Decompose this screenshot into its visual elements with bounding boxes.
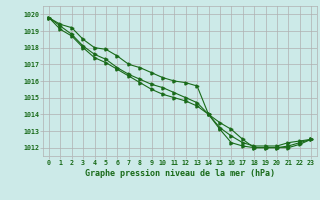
X-axis label: Graphe pression niveau de la mer (hPa): Graphe pression niveau de la mer (hPa) bbox=[85, 169, 275, 178]
